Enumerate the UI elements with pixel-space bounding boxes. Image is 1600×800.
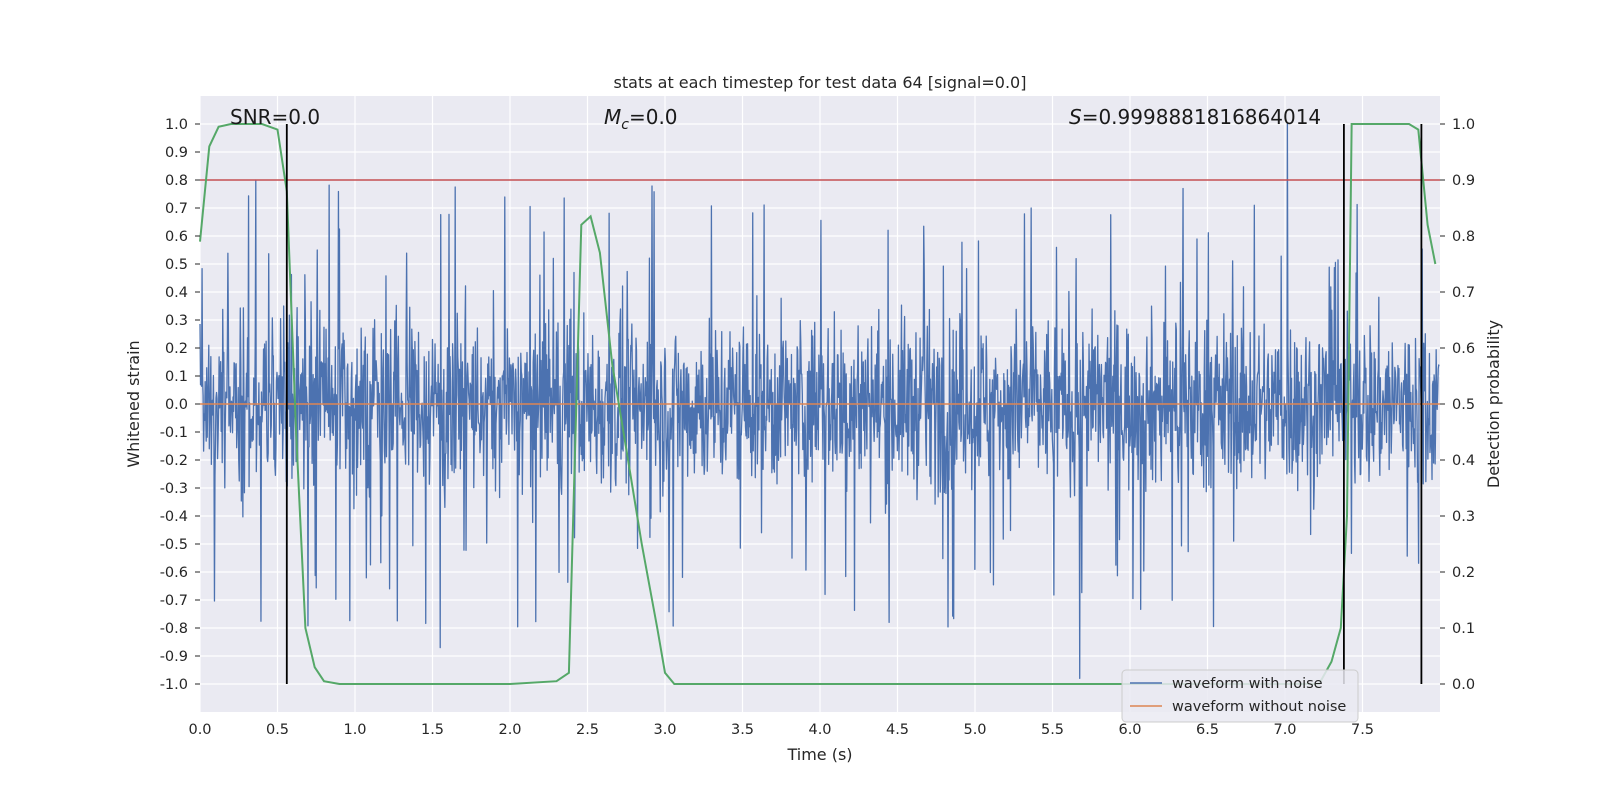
y2-tick-label: 0.9	[1452, 173, 1475, 189]
y-tick-label: -0.9	[160, 649, 188, 665]
x-tick-label: 0.0	[188, 722, 211, 738]
vertical-lines	[285, 124, 1423, 684]
y-tick-label: 0.3	[165, 313, 188, 329]
y-tick-label: 0.2	[165, 341, 188, 357]
mc-subscript: c	[621, 117, 629, 133]
y-tick-label: -0.7	[160, 593, 188, 609]
x-tick-label: 5.5	[1041, 722, 1064, 738]
y2-tick-label: 0.6	[1452, 341, 1475, 357]
x-tick-label: 1.5	[421, 722, 444, 738]
y-tick-label: 0.4	[165, 285, 188, 301]
y-tick-label: 1.0	[165, 117, 188, 133]
y-tick-label: -0.8	[160, 621, 188, 637]
y-tick-label: -0.3	[160, 481, 188, 497]
x-tick-label: 7.0	[1273, 722, 1296, 738]
y2-tick-label: 1.0	[1452, 117, 1475, 133]
legend-label-noise: waveform with noise	[1172, 676, 1323, 692]
y-tick-label: 0.6	[165, 229, 188, 245]
noise-waveform-line	[199, 123, 1440, 680]
legend-label-clean: waveform without noise	[1172, 699, 1346, 715]
annotation-snr: SNR=0.0	[230, 105, 320, 129]
x-tick-label: 5.0	[963, 722, 986, 738]
y2-tick-label: 0.1	[1452, 621, 1475, 637]
s-value: =0.9998881816864014	[1082, 105, 1321, 129]
x-tick-label: 1.0	[343, 722, 366, 738]
annotation-chirp-mass: Mc=0.0	[604, 105, 678, 133]
y2-tick-label: 0.7	[1452, 285, 1475, 301]
y-tick-label: 0.5	[165, 257, 188, 273]
legend-box	[1121, 669, 1359, 723]
ticks: 0.0 0.5 1.0 1.5 2.0 2.5 3.0 3.5 4.0 4.5 5.0 5.5 6.0 6…	[160, 117, 1475, 738]
y2-tick-label: 0.5	[1452, 397, 1475, 413]
y-tick-label: -1.0	[160, 677, 188, 693]
series-lines	[199, 123, 1440, 685]
y2-tick-label: 0.0	[1452, 677, 1475, 693]
x-tick-label: 2.5	[576, 722, 599, 738]
x-tick-label: 4.0	[808, 722, 831, 738]
x-tick-label: 0.5	[266, 722, 289, 738]
chart-title: stats at each timestep for test data 64 …	[614, 73, 1027, 92]
x-tick-label: 2.0	[498, 722, 521, 738]
detection-probability-line	[199, 123, 1437, 685]
legend: waveform with noise waveform without noi…	[1121, 669, 1359, 723]
y-tick-label: -0.5	[160, 537, 188, 553]
y-axis-label: Whitened strain	[124, 340, 143, 467]
x-tick-label: 4.5	[886, 722, 909, 738]
x-axis-label: Time (s)	[786, 745, 852, 764]
y-tick-label: 0.8	[165, 173, 188, 189]
y-tick-label: 0.1	[165, 369, 188, 385]
y-tick-label: -0.4	[160, 509, 188, 525]
x-tick-label: 6.5	[1196, 722, 1219, 738]
y2-tick-label: 0.4	[1452, 453, 1475, 469]
y-tick-label: -0.1	[160, 425, 188, 441]
y2-tick-label: 0.2	[1452, 565, 1475, 581]
mc-symbol: M	[604, 105, 621, 129]
x-tick-label: 3.0	[653, 722, 676, 738]
annotation-score: S=0.9998881816864014	[1069, 105, 1321, 129]
y-tick-label: 0.7	[165, 201, 188, 217]
y-tick-label: -0.2	[160, 453, 188, 469]
y-tick-label: 0.0	[165, 397, 188, 413]
y2-tick-label: 0.3	[1452, 509, 1475, 525]
y-tick-label: -0.6	[160, 565, 188, 581]
y-tick-label: 0.9	[165, 145, 188, 161]
x-tick-label: 6.0	[1118, 722, 1141, 738]
y2-axis-label: Detection probability	[1484, 320, 1503, 488]
y2-tick-label: 0.8	[1452, 229, 1475, 245]
series-waveform-with-noise	[199, 123, 1440, 680]
x-tick-label: 7.5	[1351, 722, 1374, 738]
s-symbol: S	[1069, 105, 1082, 129]
mc-value: =0.0	[629, 105, 678, 129]
x-tick-label: 3.5	[731, 722, 754, 738]
